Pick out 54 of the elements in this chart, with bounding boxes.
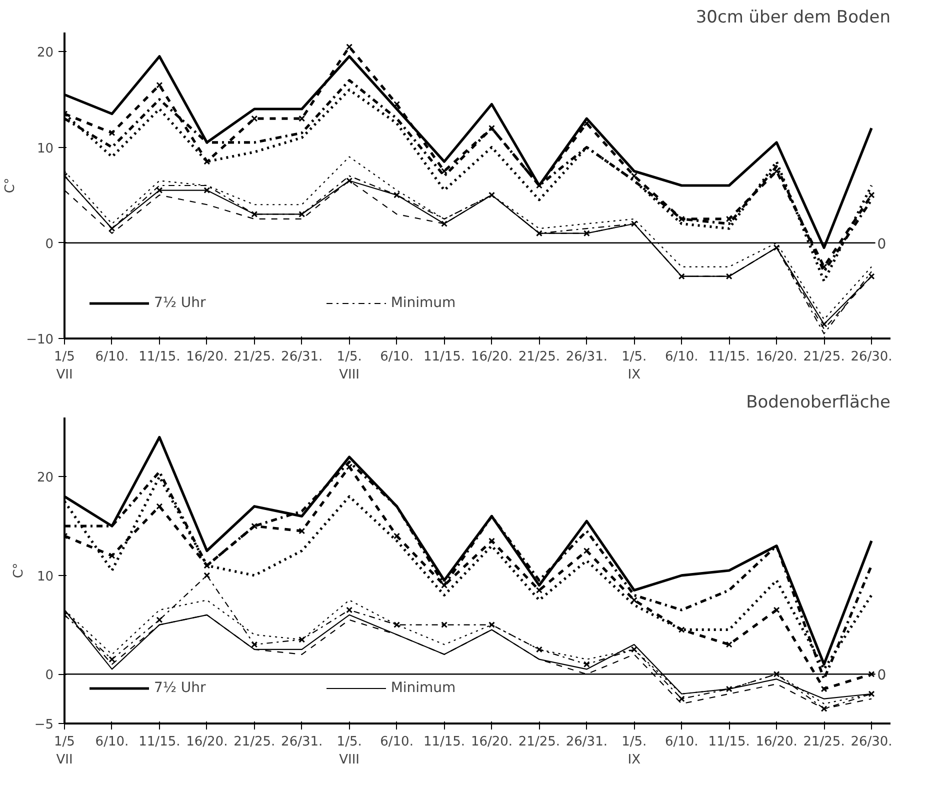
x-tick-label: 26/30. [850, 350, 892, 364]
x-tick-label: 6/10. [380, 734, 414, 750]
legend-label: Minimum [390, 680, 456, 696]
y-tick-label: 20 [36, 46, 54, 61]
x-tick-label: 1/5. IX [622, 734, 647, 768]
y-tick-label: −5 [34, 718, 54, 732]
x-tick-label: 21/25. [803, 350, 845, 364]
y-tick-label: 10 [36, 569, 54, 584]
x-tick-label: 16/20. [756, 350, 798, 364]
y-tick-label: −10 [26, 332, 54, 348]
x-tick-label: 6/10. [95, 350, 129, 364]
x-tick-label: 11/15. [423, 350, 466, 364]
x-tick-label: 11/15. [138, 734, 180, 750]
x-tick-label: 1/5. VIII [336, 734, 362, 768]
x-tick-label: 1/5 VII [54, 350, 75, 382]
x-tick-label: 16/20. [756, 734, 798, 750]
x-tick-label: 26/30. [850, 734, 892, 750]
x-tick-label: 16/20. [470, 350, 513, 364]
x-tick-label: 26/31. [566, 350, 608, 364]
legend-label: 7½ Uhr [154, 295, 206, 311]
x-tick-label: 21/25. [518, 734, 560, 750]
ref-line-label: 0 [877, 668, 886, 684]
x-tick-label: 16/20. [186, 734, 228, 750]
ref-line-label: 0 [877, 236, 886, 252]
x-tick-label: 6/10. [95, 734, 129, 750]
x-tick-label: 6/10. [380, 350, 414, 364]
x-tick-label: 6/10. [664, 350, 698, 364]
y-tick-label: 0 [45, 236, 54, 252]
legend-label: 7½ Uhr [154, 680, 206, 696]
y-axis-title: C° [3, 178, 18, 194]
y-axis-title: C° [11, 562, 26, 578]
x-tick-label: 26/31. [281, 350, 323, 364]
legend-label: Minimum [390, 295, 456, 311]
x-tick-label: 21/25. [234, 734, 276, 750]
x-tick-label: 16/20. [186, 350, 228, 364]
x-tick-label: 1/5 VII [54, 734, 75, 768]
x-tick-label: 21/25. [518, 350, 560, 364]
y-tick-label: 10 [36, 141, 54, 156]
x-tick-label: 1/5. VIII [336, 350, 362, 382]
y-tick-label: 0 [45, 668, 54, 684]
x-tick-label: 16/20. [470, 734, 513, 750]
chart-title: Bodenoberfläche [746, 392, 891, 412]
x-tick-label: 6/10. [664, 734, 698, 750]
y-tick-label: 20 [36, 470, 54, 486]
x-tick-label: 26/31. [281, 734, 323, 750]
x-tick-label: 1/5. IX [622, 350, 647, 382]
x-tick-label: 21/25. [803, 734, 845, 750]
x-tick-label: 11/15. [708, 350, 750, 364]
x-tick-label: 21/25. [234, 350, 276, 364]
x-tick-label: 11/15. [138, 350, 180, 364]
x-tick-label: 26/31. [566, 734, 608, 750]
x-tick-label: 11/15. [708, 734, 750, 750]
chart-title: 30cm über dem Boden [696, 8, 891, 28]
x-tick-label: 11/15. [423, 734, 466, 750]
